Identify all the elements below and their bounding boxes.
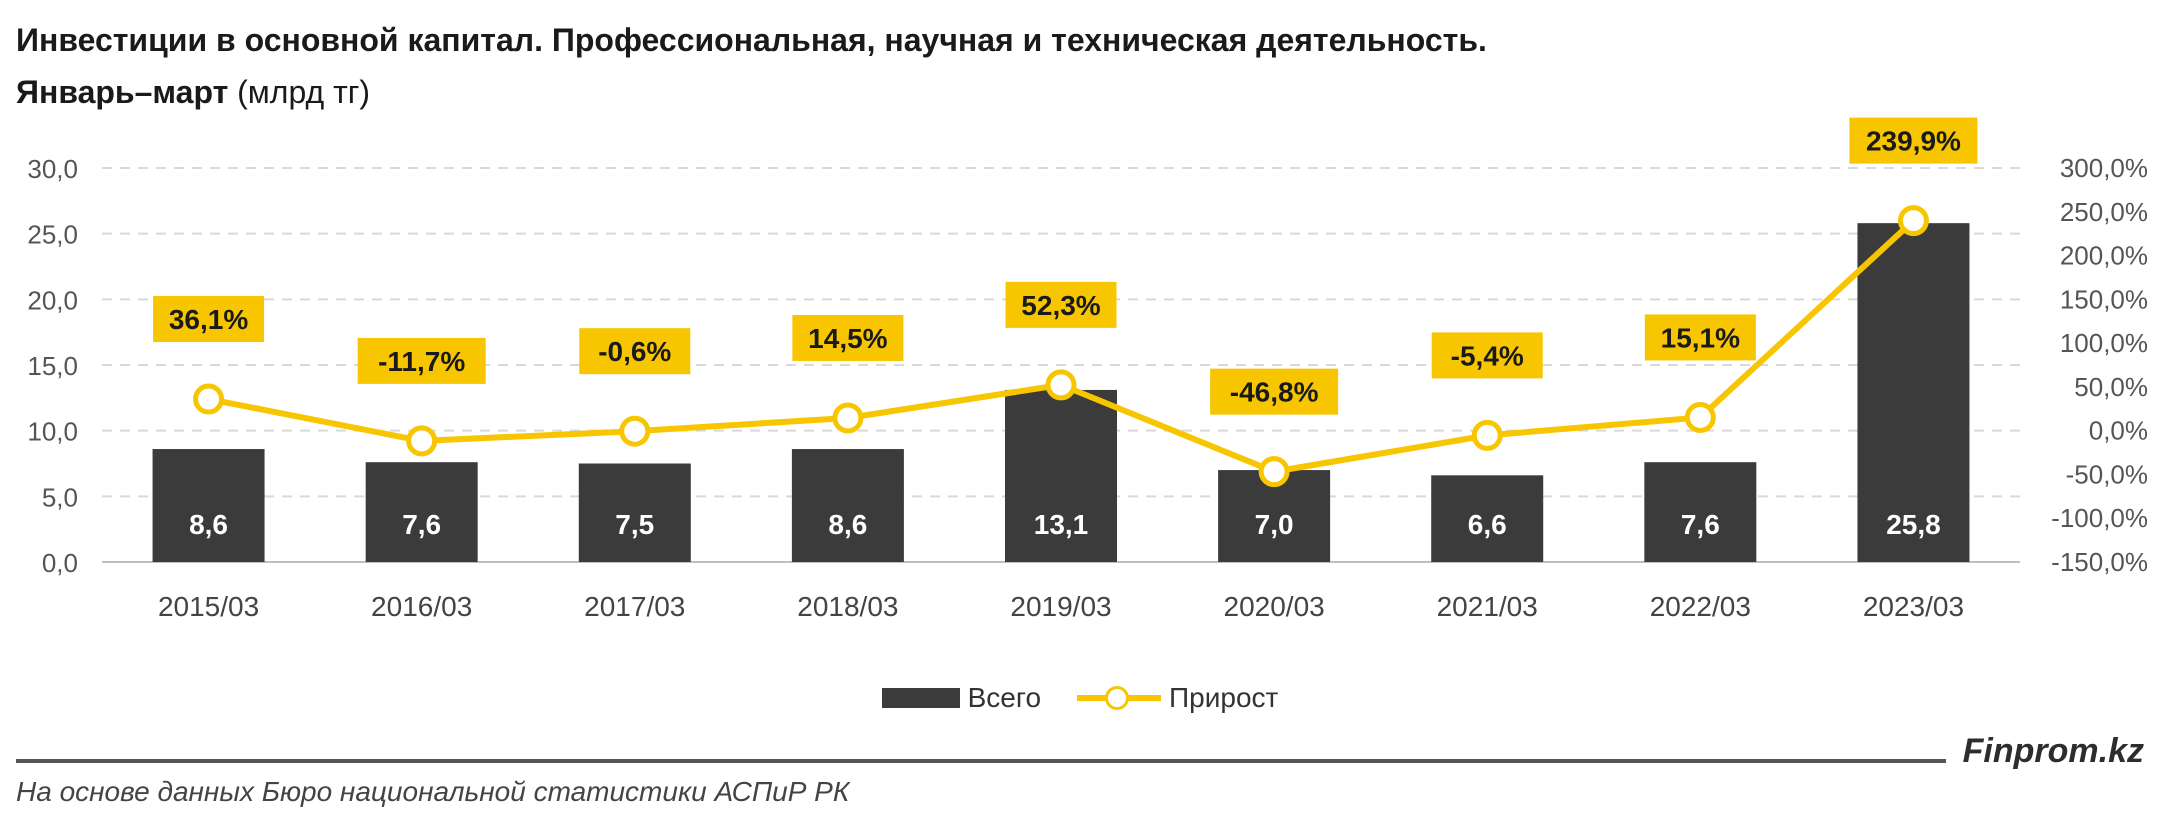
y-right-tick-label: 250,0% <box>2060 197 2148 227</box>
growth-value-label: 52,3% <box>1021 290 1100 321</box>
growth-point <box>832 402 864 434</box>
growth-label-box <box>792 314 904 361</box>
growth-label-box <box>579 328 691 375</box>
y-right-tick-label: 300,0% <box>2060 153 2148 183</box>
bar <box>791 449 904 562</box>
y-right-tick-label: -50,0% <box>2066 459 2148 489</box>
subtitle-unit: (млрд тг) <box>228 74 371 110</box>
growth-value-label: -11,7% <box>378 346 465 377</box>
x-tick-label: 2022/03 <box>1650 591 1751 622</box>
combo-chart: 0,0 5,0 10,0 15,0 20,0 25,0 30,0 -150,0% -100,0%… <box>27 117 2148 622</box>
bar-value-label: 8,6 <box>189 509 228 540</box>
bar <box>1644 462 1757 562</box>
growth-label-box <box>1431 332 1543 379</box>
legend-item-total: Всего <box>881 682 1042 714</box>
growth-point <box>1258 456 1290 488</box>
growth-point <box>1045 369 1077 401</box>
bar-value-label: 7,6 <box>1681 509 1720 540</box>
growth-label-box <box>1849 117 1978 164</box>
bar-value-label: 7,6 <box>402 509 441 540</box>
y-right-tick-label: 100,0% <box>2060 328 2148 358</box>
growth-value-label: 15,1% <box>1661 322 1740 353</box>
legend-line-swatch <box>1077 686 1162 710</box>
bar <box>365 462 478 562</box>
growth-value-label: 239,9% <box>1866 126 1961 157</box>
growth-value-label: -5,4% <box>1451 340 1524 371</box>
x-tick-label: 2021/03 <box>1437 591 1538 622</box>
subtitle-period: Январь–март <box>16 74 229 110</box>
y-left-tick-label: 30,0 <box>27 154 78 184</box>
growth-label-box <box>357 337 486 384</box>
x-tick-label: 2015/03 <box>158 591 259 622</box>
y-left-tick-label: 0,0 <box>42 548 78 578</box>
growth-point <box>1471 419 1503 451</box>
x-tick-label: 2018/03 <box>797 591 898 622</box>
bar-value-label: 7,5 <box>615 509 654 540</box>
chart-legend: Всего Прирост <box>0 682 2160 714</box>
growth-point <box>619 415 651 447</box>
growth-point <box>193 383 225 415</box>
chart-title: Инвестиции в основной капитал. Профессио… <box>16 22 1487 58</box>
legend-growth-label: Прирост <box>1169 682 1279 713</box>
x-tick-label: 2020/03 <box>1224 591 1325 622</box>
legend-total-label: Всего <box>967 682 1042 713</box>
footer-divider <box>16 759 1946 763</box>
growth-value-label: -0,6% <box>598 336 671 367</box>
bar-value-label: 7,0 <box>1255 509 1294 540</box>
y-right-tick-label: -150,0% <box>2051 547 2148 577</box>
bar-value-label: 8,6 <box>828 509 867 540</box>
legend-item-growth: Прирост <box>1077 682 1278 714</box>
y-right-tick-label: -100,0% <box>2051 503 2148 533</box>
x-tick-label: 2016/03 <box>371 591 472 622</box>
growth-label-box <box>1005 281 1117 328</box>
brand-logo: Finprom.kz <box>1962 732 2144 770</box>
chart-subtitle: Январь–март (млрд тг) <box>16 74 370 111</box>
bar <box>1857 223 1970 562</box>
y-right-tick-label: 150,0% <box>2060 284 2148 314</box>
source-note: На основе данных Бюро национальной стати… <box>16 776 850 807</box>
growth-point <box>406 425 438 457</box>
x-tick-label: 2017/03 <box>584 591 685 622</box>
growth-label-box <box>153 296 265 343</box>
bar <box>1005 389 1117 562</box>
growth-value-label: 36,1% <box>169 304 248 335</box>
bar <box>578 463 691 562</box>
bar <box>152 449 265 562</box>
y-left-tick-label: 5,0 <box>42 482 78 512</box>
bar-value-label: 25,8 <box>1886 509 1941 540</box>
y-left-tick-label: 15,0 <box>27 351 78 381</box>
growth-label-box <box>1210 368 1339 415</box>
y-right-tick-label: 200,0% <box>2060 241 2148 271</box>
bar-value-label: 6,6 <box>1468 509 1507 540</box>
growth-point <box>1897 205 1929 237</box>
growth-value-label: 14,5% <box>808 323 887 354</box>
bar <box>1431 475 1544 562</box>
y-left-tick-label: 25,0 <box>27 220 78 250</box>
y-left-tick-label: 10,0 <box>27 417 78 447</box>
growth-value-label: -46,8% <box>1230 377 1319 408</box>
bar-value-label: 13,1 <box>1034 509 1089 540</box>
y-right-tick-label: 0,0% <box>2089 416 2148 446</box>
x-tick-label: 2023/03 <box>1863 591 1964 622</box>
y-right-tick-label: 50,0% <box>2074 372 2148 402</box>
growth-label-box <box>1644 314 1756 361</box>
x-tick-label: 2019/03 <box>1010 591 1111 622</box>
growth-point <box>1684 401 1716 433</box>
legend-bar-swatch <box>881 688 960 708</box>
y-left-tick-label: 20,0 <box>27 285 78 315</box>
